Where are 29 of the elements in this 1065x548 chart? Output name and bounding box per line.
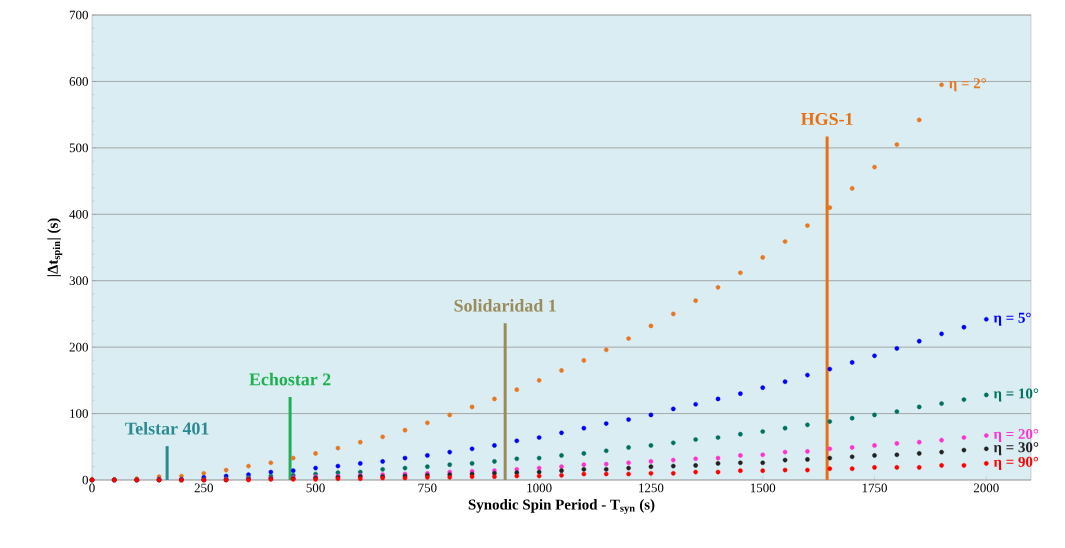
y-tick-label: 600 [69,77,88,86]
x-tick-label: 2000 [973,483,999,493]
series-label: η = 90° [993,456,1039,470]
series-label: η = 30° [993,442,1039,456]
x-tick-label: 750 [418,483,437,493]
x-tick-label: 1000 [527,483,552,493]
x-tick-label: 1750 [862,483,887,493]
x-tick-label: 500 [306,483,325,493]
y-tick-label: 200 [69,342,88,352]
y-tick-label: 500 [69,143,88,153]
series-label: η = 2° [949,78,986,92]
series-label: Telstar 401 [125,421,209,435]
series-label: η = 5° [993,312,1031,326]
x-tick-label: 250 [194,483,214,493]
y-tick-label: 300 [69,276,88,286]
x-tick-label: 1500 [750,483,776,493]
y-tick-label: 700 [69,10,88,20]
x-tick-label: 0 [89,483,95,493]
series-label: η = 20° [993,428,1039,443]
series-label: η = 10° [993,388,1039,402]
series-label: Solidaridad 1 [454,299,556,312]
series-label: Echostar 2 [249,372,331,386]
series-label: HGS-1 [801,113,853,126]
y-tick-label: 400 [69,209,88,219]
x-axis-title: Synodic Spin Period - T$_{syn}$ (s) [468,499,655,514]
y-tick-label: 0 [82,475,88,485]
y-tick-label: 100 [70,409,88,418]
x-tick-label: 1250 [639,483,664,493]
y-axis-title: |Δt$_{spin}$| (s) [47,218,63,277]
